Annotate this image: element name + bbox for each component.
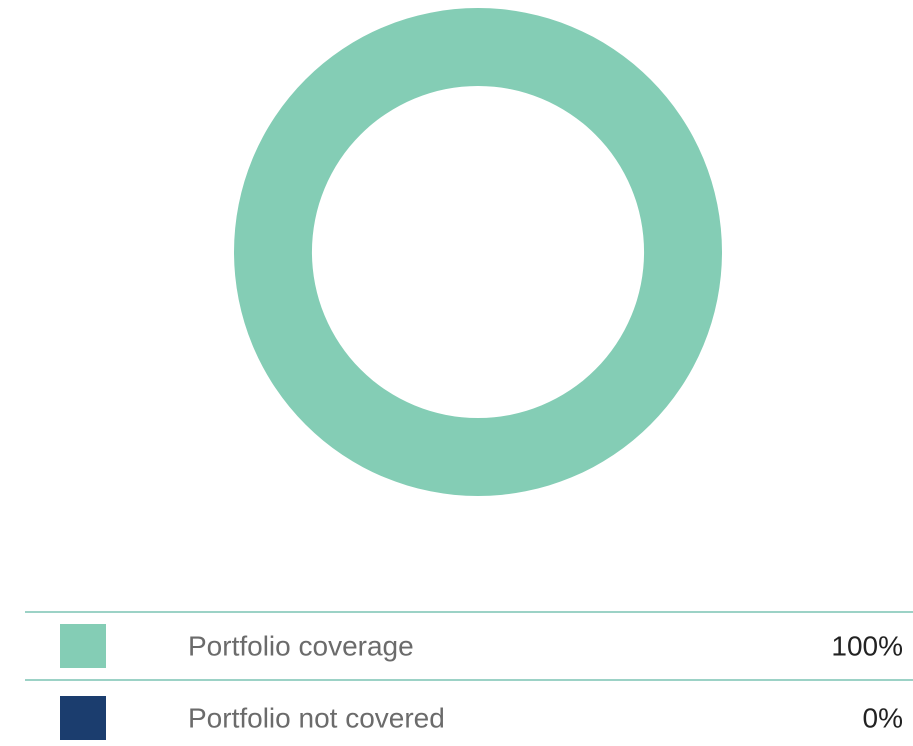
legend-swatch xyxy=(60,696,106,740)
value-label: 0% xyxy=(863,702,903,733)
value-label: 100% xyxy=(831,630,903,661)
legend-swatch xyxy=(60,624,106,668)
legend-label: Portfolio not covered xyxy=(188,702,445,733)
donut-slice xyxy=(234,8,722,496)
legend-label: Portfolio coverage xyxy=(188,630,414,661)
